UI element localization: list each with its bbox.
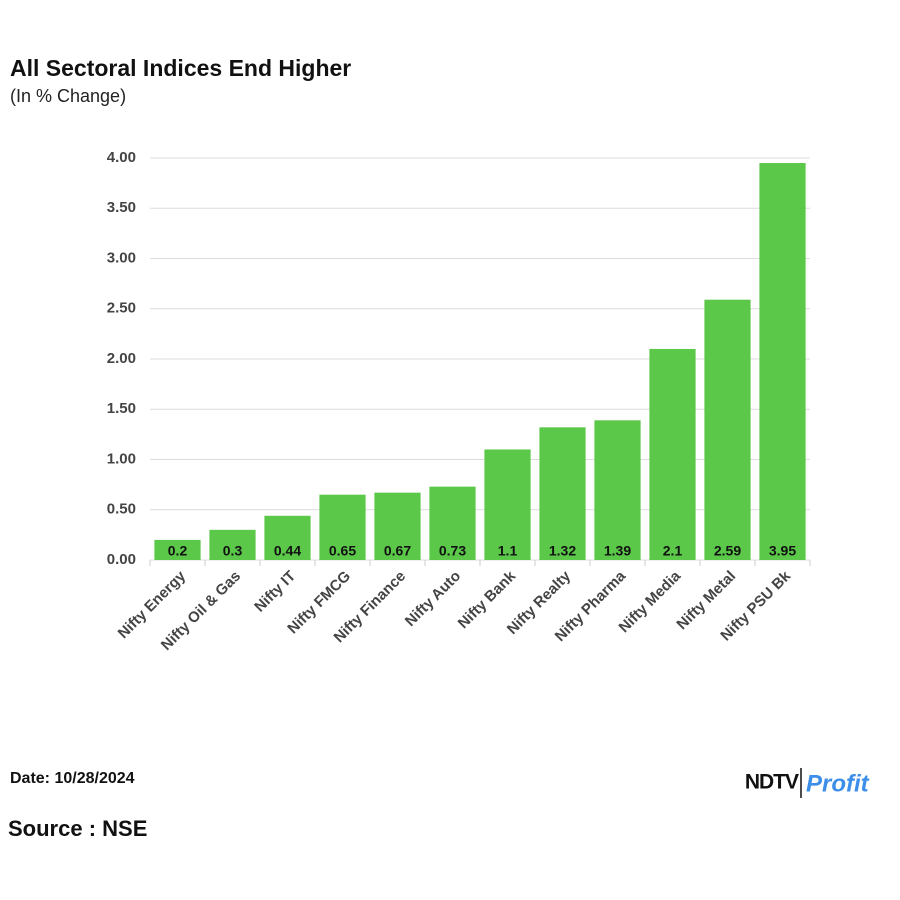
y-tick-label: 0.50 [107, 501, 136, 518]
bar [154, 539, 201, 560]
bar [264, 515, 311, 560]
y-tick-label: 2.50 [107, 300, 136, 317]
value-label: 2.1 [663, 543, 683, 559]
bar [704, 299, 751, 560]
logo-profit: Profit [806, 770, 870, 797]
bar [539, 427, 586, 560]
logo-ndtv: NDTV [745, 771, 799, 794]
bar [374, 492, 421, 560]
source-label: Source : NSE [8, 816, 147, 841]
chart-title: All Sectoral Indices End Higher [10, 55, 351, 81]
y-tick-label: 0.00 [107, 551, 136, 568]
value-label: 0.67 [384, 543, 411, 559]
bar [484, 449, 531, 560]
bar [594, 420, 641, 560]
x-tick-label: Nifty IT [251, 568, 299, 616]
y-tick-label: 1.50 [107, 400, 136, 417]
bar [209, 529, 256, 560]
y-tick-label: 3.50 [107, 199, 136, 216]
bar [429, 486, 476, 560]
value-label: 0.65 [329, 543, 356, 559]
value-label: 0.73 [439, 543, 466, 559]
bar [759, 163, 806, 560]
y-tick-label: 1.00 [107, 450, 136, 467]
chart-subtitle: (In % Change) [10, 86, 126, 106]
bar [649, 348, 696, 560]
value-label: 3.95 [769, 543, 796, 559]
value-label: 0.44 [274, 543, 301, 559]
value-label: 1.39 [604, 543, 631, 559]
y-tick-label: 3.00 [107, 249, 136, 266]
y-tick-label: 4.00 [107, 149, 136, 166]
value-label: 0.2 [168, 543, 188, 559]
value-label: 1.32 [549, 543, 576, 559]
value-label: 2.59 [714, 543, 741, 559]
bar [319, 494, 366, 560]
y-tick-label: 2.00 [107, 350, 136, 367]
date-label: Date: 10/28/2024 [10, 770, 135, 787]
value-label: 1.1 [498, 543, 518, 559]
value-label: 0.3 [223, 543, 243, 559]
